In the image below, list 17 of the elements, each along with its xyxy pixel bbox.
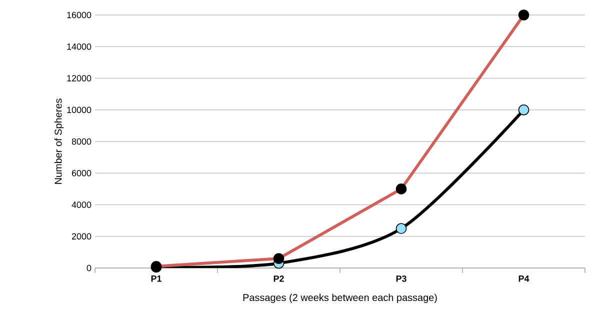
- y-tick-label: 0: [86, 264, 92, 272]
- y-tick-label: 16000: [67, 12, 92, 18]
- y-tick-label: 4000: [72, 202, 92, 208]
- x-tick-label: P3: [396, 276, 406, 282]
- point: [518, 104, 530, 116]
- y-tick-label: 10000: [67, 106, 92, 114]
- y-tick-label: 14000: [67, 43, 92, 50]
- y-tick-label: 6000: [72, 170, 92, 176]
- y-axis-title: Number of Spheres: [54, 98, 64, 184]
- point: [396, 223, 407, 234]
- y-tick-label: 8000: [72, 138, 92, 145]
- y-tick-label: 12000: [67, 75, 92, 82]
- x-axis-title: Passages (2 weeks between each passage): [243, 294, 437, 304]
- y-tick-label: 2000: [72, 233, 92, 240]
- x-tick-label: P2: [274, 276, 284, 282]
- x-tick-label: P4: [518, 276, 530, 282]
- x-tick-label: P1: [151, 276, 162, 282]
